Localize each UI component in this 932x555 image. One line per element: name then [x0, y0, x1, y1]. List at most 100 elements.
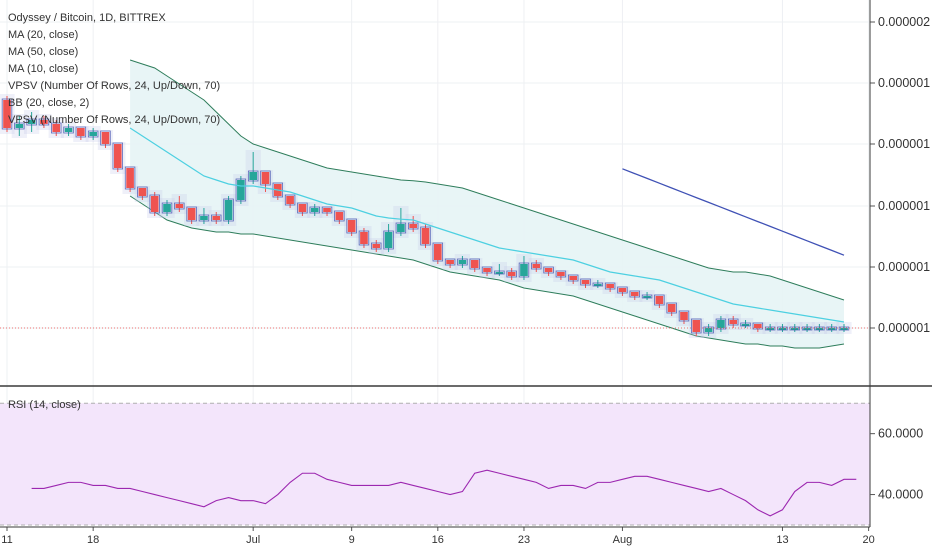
candle-outline: [604, 282, 616, 290]
candle-body: [52, 124, 61, 132]
candle-body: [544, 268, 553, 272]
candle-outline: [801, 326, 813, 331]
candle-outline: [14, 122, 25, 130]
candle-outline: [284, 194, 296, 206]
candle-body: [495, 272, 504, 274]
candle-outline: [383, 230, 394, 250]
candle-body: [310, 208, 319, 212]
price-tick-label: 0.000001: [878, 321, 930, 335]
candle-body: [3, 100, 11, 128]
candle-outline: [1, 98, 13, 130]
candle-outline: [703, 326, 714, 334]
candle-body: [261, 172, 270, 184]
candle-body: [827, 328, 836, 330]
candle-outline: [137, 186, 148, 198]
candle-body: [569, 276, 578, 280]
candle-outline: [432, 242, 444, 262]
candle-body: [40, 120, 48, 124]
candle-body: [581, 280, 590, 284]
rsi-tick-label: 40.0000: [878, 488, 923, 502]
candle-body: [507, 272, 516, 276]
candle-body: [200, 216, 208, 220]
candle-body: [655, 296, 664, 304]
candle-body: [347, 220, 356, 232]
moving-averages: [0, 127, 870, 329]
ma20-line: [129, 127, 845, 323]
candle-body: [335, 212, 344, 220]
candle-outline: [715, 318, 727, 330]
candle-outline: [691, 318, 702, 334]
legend-title: Odyssey / Bitcoin, 1D, BITTREX: [8, 12, 166, 24]
time-tick-label: 20: [862, 534, 874, 546]
candle-body: [458, 260, 467, 264]
candle-outline: [838, 326, 850, 331]
candle-outline: [235, 178, 247, 202]
rsi-tick-label: 60.0000: [878, 427, 923, 441]
candle-body: [717, 320, 725, 328]
candle-body: [433, 244, 442, 260]
candle-outline: [395, 222, 407, 234]
candle-outline: [728, 318, 739, 326]
candle-outline: [63, 126, 74, 134]
legend-indicator-vpsv-1: VPSV (Number Of Rows, 24, Up/Down, 70): [8, 80, 220, 92]
candle-body: [483, 268, 491, 272]
candle-body: [298, 204, 307, 212]
time-tick-label: 13: [776, 534, 788, 546]
candle-outline: [100, 130, 111, 146]
candle-body: [790, 328, 799, 330]
candle-body: [360, 232, 368, 244]
candle-body: [212, 216, 221, 220]
candle-body: [778, 328, 787, 330]
candle-outline: [518, 262, 530, 278]
candle-body: [237, 180, 245, 200]
candle-outline: [407, 222, 419, 230]
legend-indicator-bb: BB (20, close, 2): [8, 97, 89, 109]
candle-body: [840, 328, 848, 330]
candle-body: [729, 320, 738, 324]
candle-outline: [752, 322, 764, 330]
candle-outline: [678, 310, 690, 322]
candle-body: [187, 208, 196, 220]
candle-outline: [26, 118, 37, 126]
candle-outline: [371, 242, 382, 250]
candle-outline: [334, 210, 345, 222]
candle-body: [150, 196, 159, 212]
candle-body: [704, 328, 713, 332]
legend-indicator-ma20: MA (20, close): [8, 29, 78, 41]
candle-outline: [272, 182, 284, 198]
candle-outline: [641, 294, 653, 299]
price-tick-label: 0.000001: [878, 137, 930, 151]
candle-body: [618, 288, 627, 292]
candle-outline: [481, 266, 493, 274]
time-tick-label: Aug: [613, 534, 633, 546]
candle-body: [323, 208, 331, 212]
candle-body: [643, 296, 651, 298]
candle-body: [754, 324, 762, 328]
candle-outline: [629, 290, 640, 298]
candle-body: [89, 132, 97, 136]
candle-outline: [112, 142, 123, 170]
price-tick-label: 0.000002: [878, 15, 930, 29]
candle-body: [175, 204, 184, 208]
candle-outline: [247, 170, 259, 182]
candle-body: [224, 200, 233, 220]
rsi-line: [31, 469, 857, 517]
candle-outline: [260, 170, 271, 186]
price-tick-label: 0.000001: [878, 260, 930, 274]
time-tick-label: 11: [1, 534, 12, 546]
time-tick-label: 9: [349, 534, 355, 546]
candle-body: [692, 320, 701, 332]
candle-body: [766, 328, 774, 330]
candle-outline: [124, 166, 136, 190]
legend-indicator-ma10: MA (10, close): [8, 63, 78, 75]
bb-upper-line: [129, 59, 845, 301]
candle-outline: [38, 118, 50, 126]
candle-body: [557, 272, 565, 276]
candle-outline: [75, 126, 87, 138]
candle-outline: [814, 326, 825, 331]
candle-body: [680, 312, 688, 320]
candle-outline: [567, 274, 579, 282]
